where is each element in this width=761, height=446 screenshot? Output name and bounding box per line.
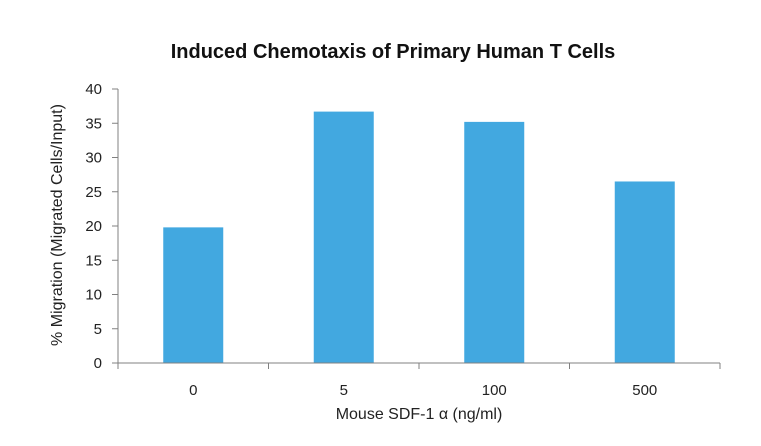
x-axis-title: Mouse SDF-1 α (ng/ml) (336, 406, 503, 423)
x-tick-label-0: 0 (189, 382, 197, 399)
x-tick-label-100: 100 (482, 382, 507, 399)
x-tick-label-5: 5 (340, 382, 348, 399)
bar-5 (313, 111, 374, 363)
y-tick-label-5: 5 (94, 321, 102, 338)
y-tick-label-25: 25 (85, 184, 102, 201)
x-tick-label-500: 500 (632, 382, 657, 399)
y-tick-label-15: 15 (85, 252, 102, 269)
y-tick-label-40: 40 (85, 81, 102, 98)
y-tick-label-30: 30 (85, 150, 102, 167)
plot-area: 0 5 10 15 20 25 30 35 40 0 5 100 500 (85, 81, 721, 399)
y-tick-label-10: 10 (85, 287, 102, 304)
y-tick-label-35: 35 (85, 115, 102, 132)
bar-500 (614, 181, 675, 363)
bar-0 (163, 227, 224, 363)
bar-100 (464, 121, 525, 363)
y-tick-label-20: 20 (85, 218, 102, 235)
chart-title: Induced Chemotaxis of Primary Human T Ce… (171, 41, 616, 63)
y-axis-title: % Migration (Migrated Cells/Input) (49, 104, 66, 346)
y-tick-label-0: 0 (94, 355, 102, 372)
